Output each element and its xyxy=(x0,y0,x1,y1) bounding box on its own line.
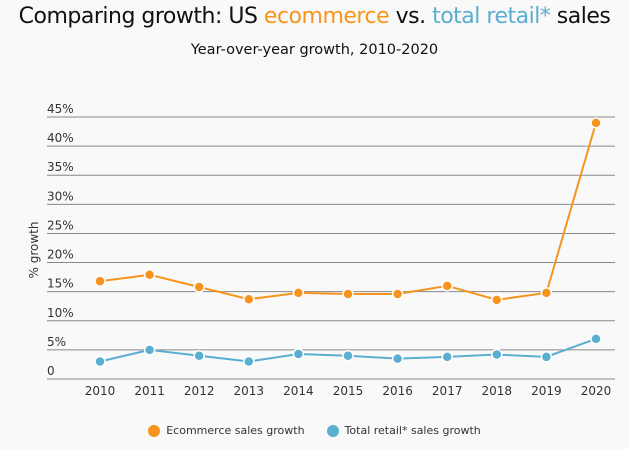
y-tick-label: 10% xyxy=(47,306,74,320)
data-point xyxy=(491,348,503,361)
x-tick-label: 2016 xyxy=(382,384,413,398)
legend-label: Ecommerce sales growth xyxy=(166,424,305,437)
legend-item-total-retail: Total retail* sales growth xyxy=(326,424,481,437)
legend: Ecommerce sales growth Total retail* sal… xyxy=(0,424,629,437)
title-ecommerce: ecommerce xyxy=(263,4,390,29)
x-tick-label: 2014 xyxy=(283,384,314,398)
y-tick-label: 20% xyxy=(47,248,74,262)
y-tick-label: 5% xyxy=(47,335,66,349)
series-line-0 xyxy=(99,122,597,301)
data-point xyxy=(342,288,354,300)
x-tick-label: 2017 xyxy=(432,384,463,398)
data-point xyxy=(94,275,106,287)
data-point xyxy=(441,351,453,363)
data-point xyxy=(143,344,156,356)
data-point xyxy=(292,348,305,360)
title-part: sales xyxy=(550,4,611,29)
title-part: Comparing growth: US xyxy=(18,4,264,29)
y-tick-label: 0 xyxy=(47,364,55,378)
data-point xyxy=(243,355,255,368)
data-point xyxy=(292,287,305,299)
x-tick-label: 2011 xyxy=(134,384,165,398)
y-tick-label: 15% xyxy=(47,277,74,291)
y-tick-label: 35% xyxy=(47,160,74,174)
data-point xyxy=(491,294,503,306)
legend-label: Total retail* sales growth xyxy=(344,424,481,437)
x-tick-label: 2019 xyxy=(531,384,562,398)
x-tick-label: 2018 xyxy=(482,384,513,398)
legend-marker-total-retail xyxy=(326,424,339,437)
title-total-retail: total retail* xyxy=(432,4,551,29)
legend-item-ecommerce: Ecommerce sales growth xyxy=(148,424,305,437)
y-axis-label: % growth xyxy=(27,222,41,279)
data-point xyxy=(540,351,553,363)
data-point xyxy=(391,288,404,300)
data-point xyxy=(590,333,602,345)
data-point xyxy=(193,349,205,362)
data-point xyxy=(342,349,354,362)
x-tick-label: 2015 xyxy=(333,384,364,398)
data-point xyxy=(193,281,205,293)
y-tick-label: 45% xyxy=(47,102,74,116)
x-tick-label: 2010 xyxy=(85,384,116,398)
data-point xyxy=(143,269,156,281)
data-point xyxy=(441,280,453,292)
chart-subtitle: Year-over-year growth, 2010-2020 xyxy=(190,42,439,58)
y-tick-label: 25% xyxy=(47,218,74,232)
legend-marker-ecommerce xyxy=(148,424,161,437)
data-point xyxy=(94,355,106,368)
data-point xyxy=(391,352,404,365)
data-point xyxy=(243,293,255,305)
title-part: vs. xyxy=(389,4,433,29)
data-point xyxy=(540,287,553,299)
y-tick-label: 40% xyxy=(47,131,74,145)
chart-title: Comparing growth: US ecommerce vs. total… xyxy=(0,4,629,29)
x-tick-label: 2020 xyxy=(581,384,612,398)
y-tick-label: 30% xyxy=(47,189,74,203)
data-point xyxy=(590,117,602,129)
x-tick-label: 2013 xyxy=(234,384,265,398)
x-tick-label: 2012 xyxy=(184,384,215,398)
